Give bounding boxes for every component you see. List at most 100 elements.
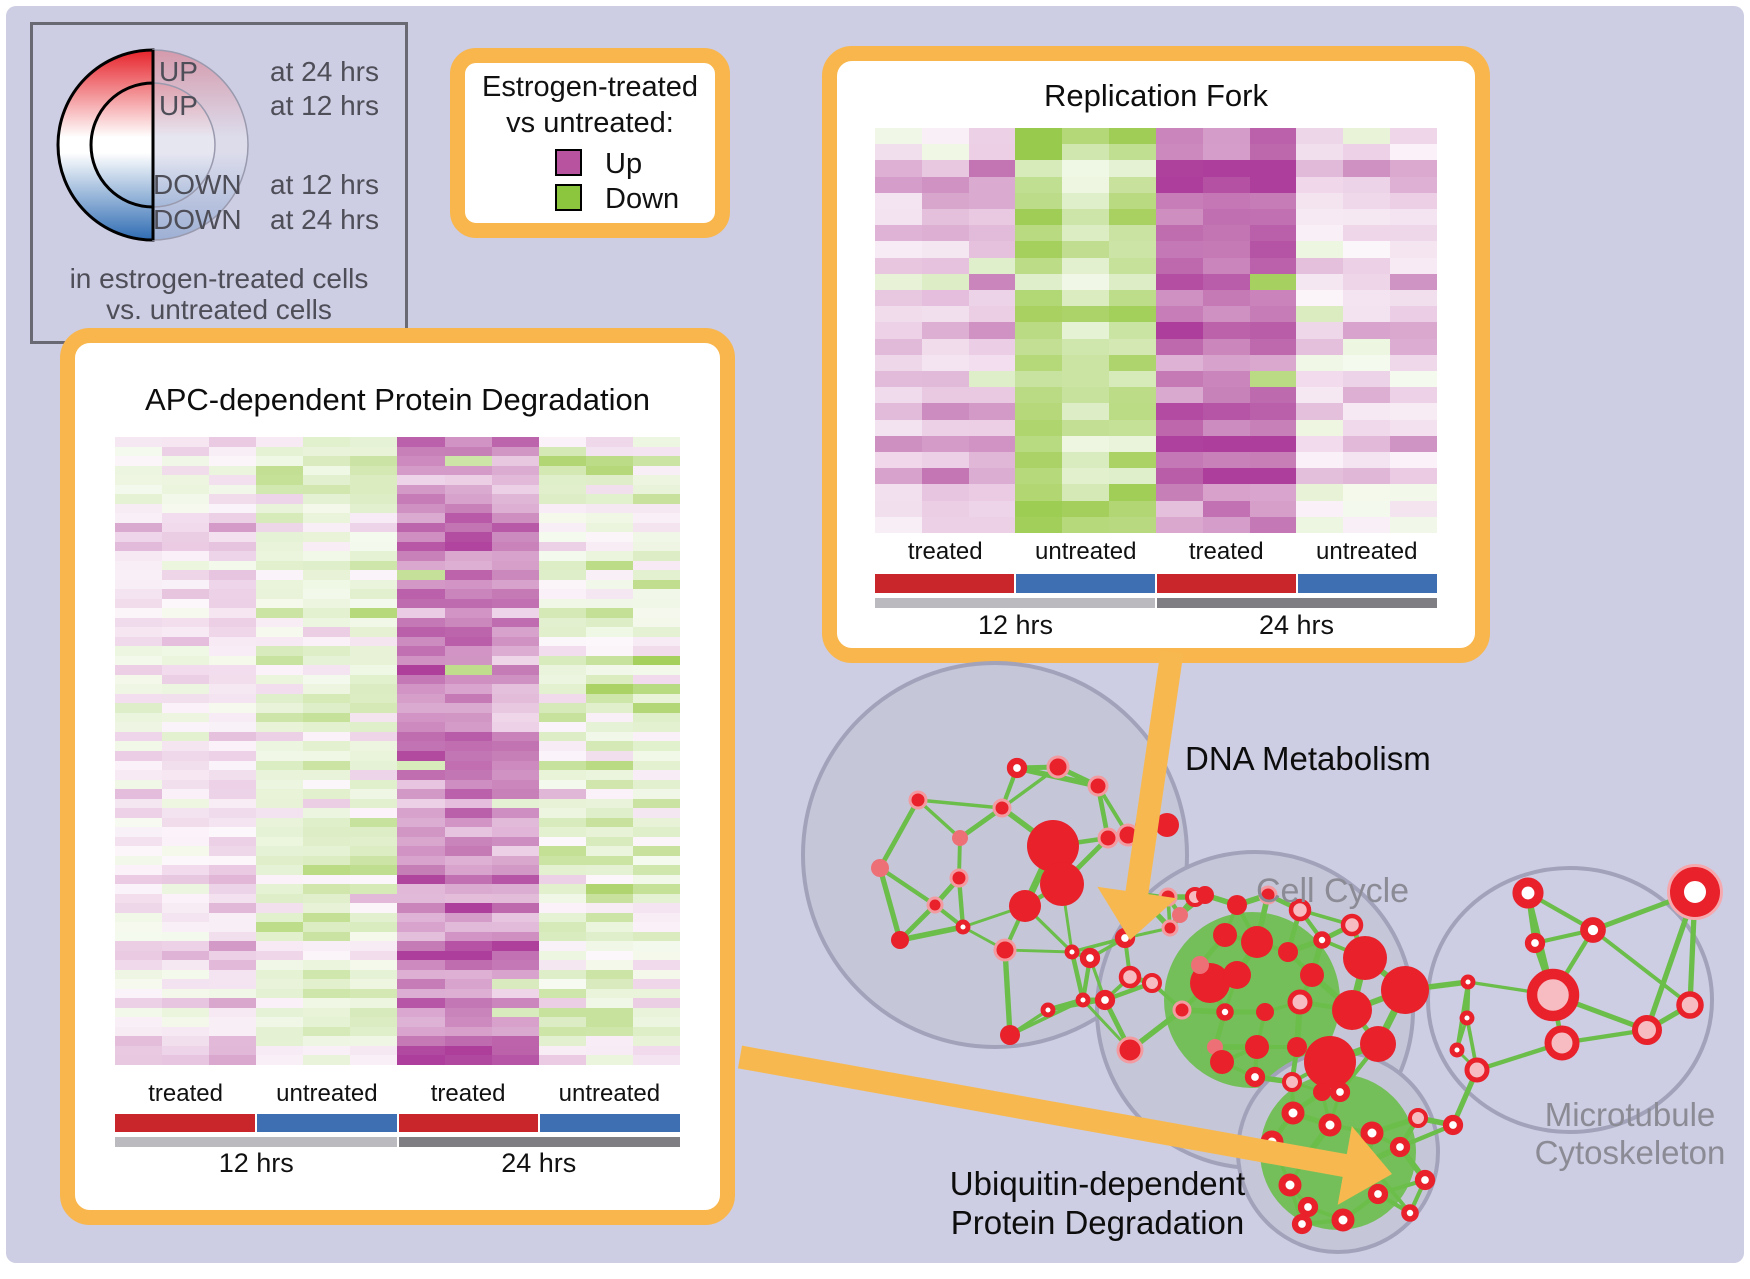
network-node xyxy=(1075,992,1091,1008)
heatmap-cell xyxy=(350,731,398,742)
heatmap-cell xyxy=(444,551,492,561)
heatmap-cell xyxy=(491,494,539,504)
heatmap-cell xyxy=(1249,387,1297,404)
rf-untreated-bar-2 xyxy=(1298,574,1437,593)
heatmap-cell xyxy=(444,817,492,828)
heatmap-cell xyxy=(115,836,163,847)
heatmap-cell xyxy=(538,741,586,751)
heatmap-cell xyxy=(209,722,257,732)
heatmap-cell xyxy=(303,960,351,970)
heatmap-cell xyxy=(1296,241,1344,258)
heatmap-cell xyxy=(444,979,492,989)
apc-untreated-bar-2 xyxy=(540,1114,680,1132)
heatmap-cell xyxy=(350,960,398,970)
heatmap-cell xyxy=(350,979,398,989)
heatmap-cell xyxy=(444,608,492,618)
heatmap-cell xyxy=(444,893,492,904)
heatmap-cell xyxy=(115,570,163,580)
heatmap-cell xyxy=(115,941,163,951)
heatmap-cell xyxy=(1202,322,1250,339)
heatmap-cell xyxy=(1249,516,1297,533)
heatmap-cell xyxy=(538,579,586,590)
heatmap-cell xyxy=(538,1055,586,1065)
heatmap-cell xyxy=(1155,322,1203,339)
heatmap-cell xyxy=(1109,160,1156,177)
heatmap-cell xyxy=(491,636,539,647)
heatmap-cell xyxy=(1062,371,1110,388)
heatmap-cell xyxy=(1062,338,1110,355)
replication-fork-heatmap xyxy=(875,128,1437,533)
network-node xyxy=(1313,1083,1331,1101)
heatmap-cell xyxy=(209,1036,257,1046)
heatmap-cell xyxy=(209,931,257,942)
heatmap-cell xyxy=(491,570,539,580)
heatmap-cell xyxy=(491,855,539,866)
heatmap-cell xyxy=(115,712,163,723)
heatmap-cell xyxy=(968,241,1016,258)
heatmap-cell xyxy=(538,551,586,561)
heatmap-cell xyxy=(1109,128,1156,145)
network-node xyxy=(1227,895,1247,915)
heatmap-cell xyxy=(162,693,210,704)
heatmap-cell xyxy=(350,808,398,818)
heatmap-cell xyxy=(1015,435,1063,452)
heatmap-cell xyxy=(209,950,257,961)
heatmap-cell xyxy=(1390,290,1437,307)
heatmap-cell xyxy=(444,693,492,704)
heatmap-cell xyxy=(1109,371,1156,388)
heatmap-cell xyxy=(1062,500,1110,517)
heatmap-cell xyxy=(162,1036,210,1046)
heatmap-cell xyxy=(585,960,633,970)
heatmap-cell xyxy=(1202,144,1250,161)
heatmap-cell xyxy=(209,684,257,694)
heatmap-cell xyxy=(444,798,492,809)
heatmap-cell xyxy=(444,456,492,466)
heatmap-cell xyxy=(632,627,680,637)
heatmap-cell xyxy=(538,789,586,799)
heatmap-cell xyxy=(303,579,351,590)
heatmap-cell xyxy=(1015,273,1063,290)
heatmap-cell xyxy=(491,503,539,514)
heatmap-cell xyxy=(632,798,680,809)
heatmap-cell xyxy=(397,503,445,514)
heatmap-cell xyxy=(350,560,398,571)
heatmap-cell xyxy=(1343,192,1391,209)
heatmap-cell xyxy=(115,456,163,466)
heatmap-cell xyxy=(538,770,586,780)
heatmap-cell xyxy=(491,808,539,818)
heatmap-cell xyxy=(209,456,257,466)
heatmap-cell xyxy=(1390,273,1437,290)
heatmap-cell xyxy=(1155,241,1203,258)
heatmap-cell xyxy=(350,522,398,533)
heatmap-cell xyxy=(585,1055,633,1065)
network-node xyxy=(1297,1196,1319,1218)
heatmap-cell xyxy=(350,712,398,723)
heatmap-cell xyxy=(162,979,210,989)
heatmap-cell xyxy=(875,273,922,290)
heatmap-cell xyxy=(350,1045,398,1056)
heatmap-cell xyxy=(491,722,539,732)
heatmap-cell xyxy=(162,437,210,447)
heatmap-cell xyxy=(1343,516,1391,533)
heatmap-cell xyxy=(115,465,163,476)
heatmap-cell xyxy=(303,846,351,856)
heatmap-cell xyxy=(256,1026,304,1037)
heatmap-cell xyxy=(585,760,633,771)
heatmap-cell xyxy=(585,456,633,466)
heatmap-cell xyxy=(115,988,163,999)
network-node xyxy=(1329,1081,1351,1103)
heatmap-cell xyxy=(256,760,304,771)
heatmap-cell xyxy=(1155,484,1203,501)
heatmap-cell xyxy=(209,846,257,856)
heatmap-cell xyxy=(921,257,969,274)
heatmap-cell xyxy=(397,950,445,961)
heatmap-cell xyxy=(1390,322,1437,339)
heatmap-cell xyxy=(921,241,969,258)
heatmap-cell xyxy=(632,1055,680,1065)
heatmap-cell xyxy=(632,903,680,913)
apc-group-label-2: untreated xyxy=(276,1080,378,1107)
heatmap-cell xyxy=(538,684,586,694)
heatmap-cell xyxy=(1296,128,1344,145)
heatmap-cell xyxy=(256,817,304,828)
rf-time-labels: 12 hrs 24 hrs xyxy=(875,612,1437,639)
